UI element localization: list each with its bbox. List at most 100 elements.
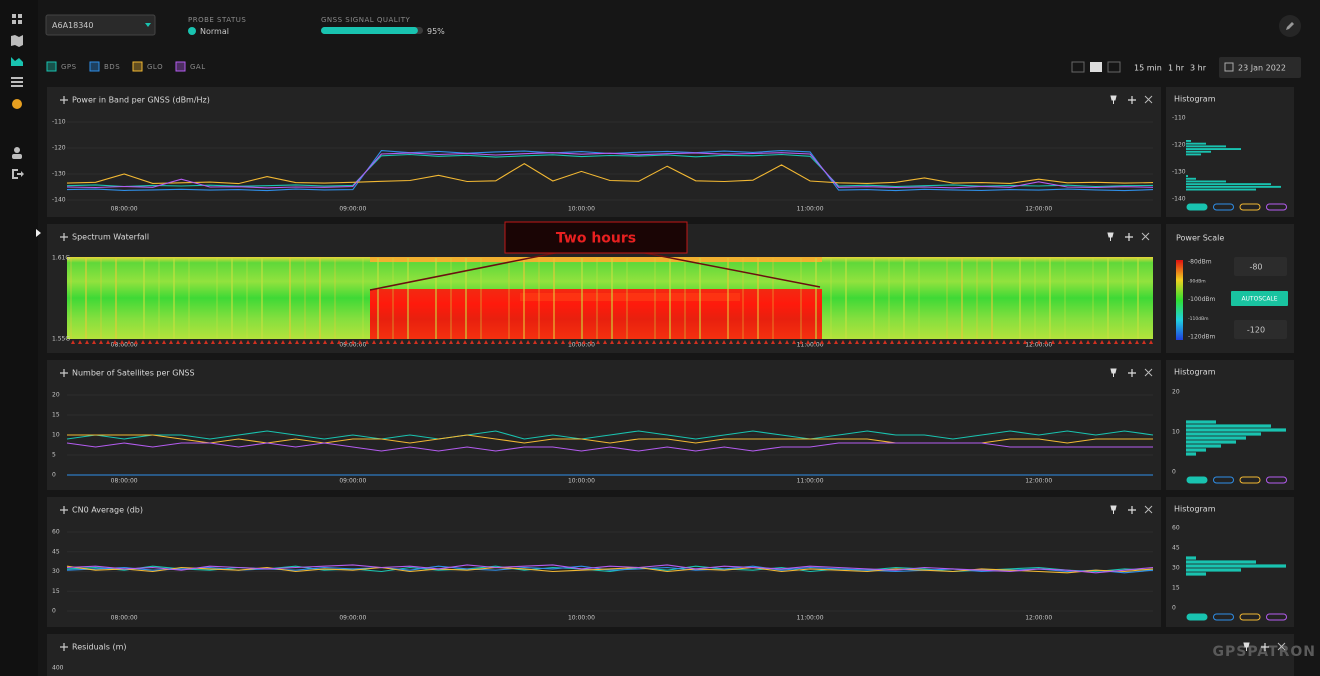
marker [176,340,180,344]
y-tick-label: 0 [52,472,56,479]
marker [134,340,138,344]
marker [463,340,467,344]
nav-icons[interactable] [11,14,41,237]
close-icon[interactable] [1144,505,1153,514]
time-range[interactable]: 3 hr [1190,64,1207,73]
max-input[interactable] [1234,257,1287,276]
status-dot [188,27,196,35]
marker [99,340,103,344]
legend-swatch[interactable] [46,61,57,72]
histogram-toggle[interactable] [1266,476,1287,484]
layout-toggles[interactable] [1071,61,1121,73]
watermark: GPSPATRON [1212,644,1316,660]
marker [1016,340,1020,344]
legend-swatch[interactable] [175,61,186,72]
marker [848,340,852,344]
add-icon[interactable] [1261,643,1269,651]
marker [680,340,684,344]
move-icon[interactable] [60,233,68,241]
nav-logout[interactable] [12,169,24,179]
move-icon[interactable] [60,643,68,651]
device-select[interactable] [45,14,156,36]
histogram-toggle[interactable] [1266,613,1287,621]
histogram-toggle[interactable] [1266,203,1287,211]
histogram-title: Histogram [1174,368,1216,377]
legend-swatch[interactable] [89,61,100,72]
histogram-toggle[interactable] [1186,476,1208,484]
marker [1065,340,1069,344]
date-picker[interactable] [1219,57,1301,78]
nav-charts[interactable] [11,57,23,66]
pin-icon[interactable] [1243,642,1250,651]
move-icon[interactable] [60,369,68,377]
pin-icon[interactable] [1110,368,1117,377]
layout-list[interactable] [1090,62,1102,72]
legend-swatch[interactable] [132,61,143,72]
histogram-toggle[interactable] [1239,203,1261,211]
nav-alerts[interactable] [12,99,22,109]
marker [1107,340,1111,344]
pin-icon[interactable] [1110,95,1117,104]
series-line [66,442,1153,452]
add-icon[interactable] [1128,506,1136,514]
move-icon[interactable] [60,506,68,514]
marker [953,340,957,344]
marker [1128,340,1132,344]
expand-arrow[interactable] [36,229,41,237]
close-icon[interactable] [1144,368,1153,377]
marker [638,340,642,344]
marker [1086,340,1090,344]
histogram-toggle[interactable] [1239,476,1261,484]
nav-list[interactable] [11,85,23,87]
nav-user[interactable] [14,147,20,153]
marker [1058,340,1062,344]
close-icon[interactable] [1144,95,1153,104]
color-bar [1176,260,1183,340]
autoscale-button[interactable] [1231,291,1288,306]
histogram-toggle[interactable] [1239,613,1261,621]
y-tick-label: 30 [52,568,60,575]
move-icon[interactable] [60,96,68,104]
pin-icon[interactable] [1110,505,1117,514]
add-icon[interactable] [1125,233,1133,241]
histogram-toggle[interactable] [1213,203,1234,211]
marker [386,340,390,344]
layout-grid[interactable] [1071,61,1085,73]
calendar-icon [1224,62,1234,72]
nav-dashboard[interactable] [18,14,22,18]
marker [729,340,733,344]
time-range[interactable]: 15 min [1134,64,1162,73]
histogram-toggle[interactable] [1186,203,1208,211]
marker [701,340,705,344]
nav-user[interactable] [12,154,22,159]
nav-dashboard[interactable] [18,20,22,24]
close-icon[interactable] [1141,232,1150,241]
close-icon[interactable] [1277,642,1286,651]
marker [715,340,719,344]
histogram-bar [1186,424,1271,428]
y-tick-label: -140 [52,197,66,204]
y-tick-label: 10 [52,432,60,439]
histogram-bar [1186,556,1196,560]
histogram-toggle[interactable] [1213,476,1234,484]
nav-dashboard[interactable] [12,14,16,18]
x-tick-label: 10:00:00 [568,206,595,213]
signal-quality-value: 95% [427,27,445,36]
nav-list[interactable] [11,77,23,79]
nav-list[interactable] [11,81,23,83]
marker [1037,340,1041,344]
add-icon[interactable] [1128,369,1136,377]
histogram-toggle[interactable] [1186,613,1208,621]
add-icon[interactable] [1128,96,1136,104]
histogram-toggle[interactable] [1213,613,1234,621]
nav-dashboard[interactable] [12,20,16,24]
min-input[interactable] [1234,320,1287,339]
marker [512,340,516,344]
marker [764,340,768,344]
marker [372,340,376,344]
nav-map[interactable] [11,35,23,47]
layout-tiles[interactable] [1107,61,1121,73]
time-range[interactable]: 1 hr [1168,64,1185,73]
pin-icon[interactable] [1107,232,1114,241]
